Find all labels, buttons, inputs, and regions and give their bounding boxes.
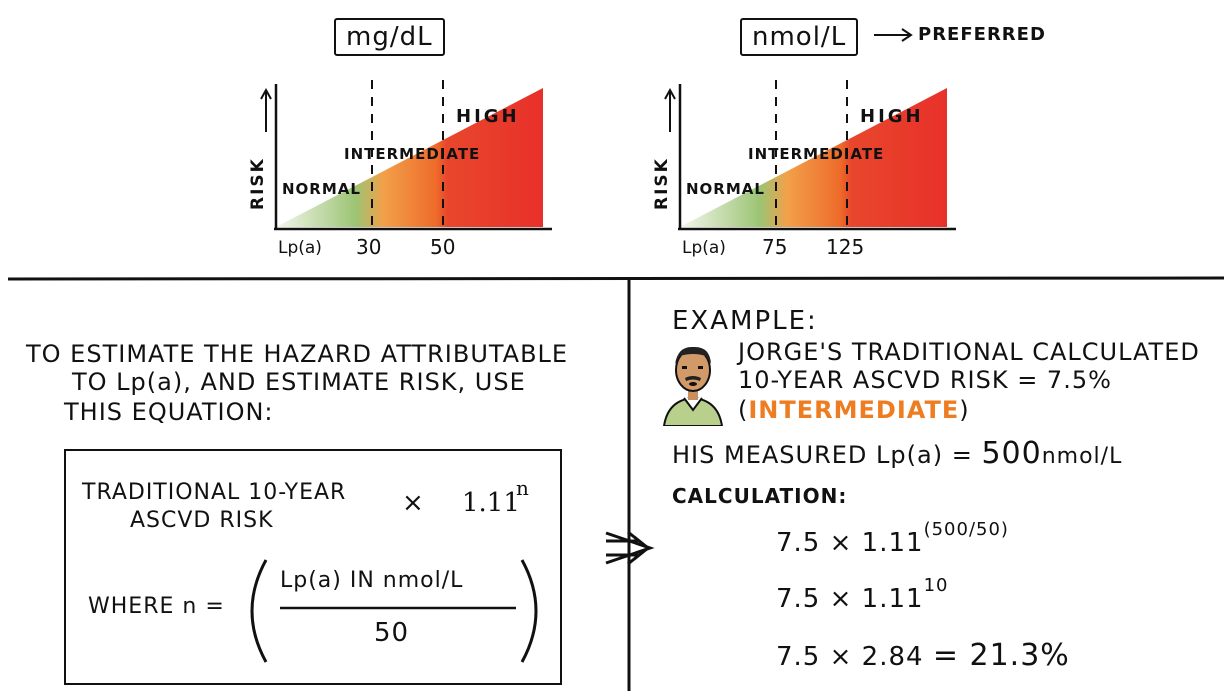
calc-step-1-exponent: (500/50): [923, 519, 1009, 540]
risk-arrowhead-icon: [260, 87, 272, 100]
measured-label: HIS MEASURED Lp(a) =: [672, 441, 973, 469]
calc-step-1-lhs: 7.5 × 1.11: [776, 528, 924, 558]
tick-label-50: 50: [430, 235, 456, 259]
implies-icon: [606, 530, 651, 566]
zone-high-label: HIGH: [456, 106, 520, 127]
x-axis-label: Lp(a): [682, 238, 726, 258]
risk-arrowhead-icon: [664, 87, 676, 100]
measured-unit: nmol/L: [1041, 444, 1123, 469]
formula-term-line-2: ASCVD RISK: [130, 508, 274, 533]
risk-category: INTERMEDIATE: [748, 396, 960, 424]
y-axis-label: RISK: [248, 157, 268, 210]
tick-label-125: 125: [826, 235, 865, 259]
measured-line: HIS MEASURED Lp(a) = 500nmol/L: [672, 436, 1122, 471]
calc-step-2-lhs: 7.5 × 1.11: [776, 584, 924, 614]
x-axis-label: Lp(a): [278, 238, 322, 258]
calc-step-2: 7.5 × 1.1110: [776, 577, 948, 615]
intro-line-2: TO Lp(a), AND ESTIMATE RISK, USE: [72, 368, 526, 396]
risk-gradient-area: [276, 88, 543, 227]
unit-box-mg-dl: mg/dL: [334, 18, 445, 56]
zone-normal-label: NORMAL: [686, 180, 765, 198]
risk-chart-mg-dl: [260, 80, 552, 231]
fraction-graphic: [250, 559, 538, 663]
right-paren: [520, 559, 538, 663]
intro-line-3: THIS EQUATION:: [64, 398, 274, 426]
intro-line-1: TO ESTIMATE THE HAZARD ATTRIBUTABLE: [26, 340, 569, 368]
calc-step-2-exponent: 10: [923, 575, 949, 596]
calc-step-1: 7.5 × 1.11(500/50): [776, 521, 1009, 559]
zone-normal-label: NORMAL: [282, 180, 361, 198]
where-label: WHERE n =: [88, 594, 225, 619]
calc-step-3-result: = 21.3%: [932, 638, 1070, 673]
fraction-denominator: 50: [374, 618, 410, 648]
fraction-numerator: Lp(a) IN nmol/L: [280, 568, 464, 593]
times-symbol: ×: [402, 488, 424, 518]
formula-base: 1.11: [462, 488, 520, 518]
tick-label-30: 30: [356, 235, 382, 259]
measured-value: 500: [981, 436, 1042, 471]
risk-gradient-area: [680, 88, 947, 227]
example-heading: EXAMPLE:: [672, 306, 818, 336]
unit-box-nmol-l: nmol/L: [740, 18, 859, 56]
formula-box: [64, 449, 562, 685]
risk-category-line: (INTERMEDIATE): [738, 396, 970, 424]
jorge-avatar-icon: [662, 346, 724, 426]
left-paren: [250, 559, 268, 663]
example-line-1: JORGE'S TRADITIONAL CALCULATED: [738, 338, 1200, 366]
zone-intermediate-label: INTERMEDIATE: [344, 145, 481, 163]
tick-label-75: 75: [762, 235, 788, 259]
arrow-right-icon: [874, 28, 913, 42]
zone-intermediate-label: INTERMEDIATE: [748, 145, 885, 163]
calculation-label: CALCULATION:: [672, 484, 848, 508]
example-line-2: 10-YEAR ASCVD RISK = 7.5%: [738, 366, 1112, 394]
formula-exponent: n: [516, 476, 529, 500]
risk-chart-nmol-l: [664, 80, 956, 231]
paren-open: (: [738, 396, 749, 424]
y-axis-label: RISK: [652, 157, 672, 210]
calc-step-3-lhs: 7.5 × 2.84: [776, 642, 924, 672]
paren-close: ): [959, 396, 970, 424]
calc-step-3: 7.5 × 2.84 = 21.3%: [776, 638, 1070, 673]
horizontal-divider: [7, 276, 1225, 281]
preferred-label: PREFERRED: [918, 24, 1046, 45]
formula-term-line-1: TRADITIONAL 10-YEAR: [82, 480, 347, 505]
zone-high-label: HIGH: [860, 106, 924, 127]
